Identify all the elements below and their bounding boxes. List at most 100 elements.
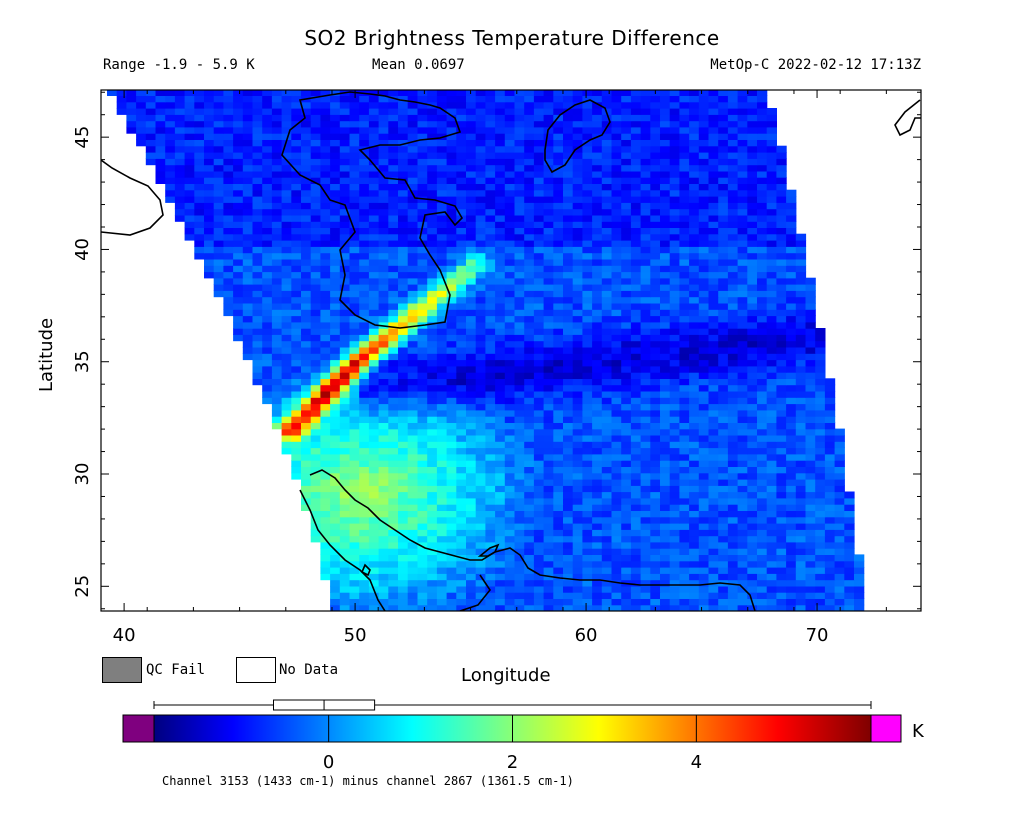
heatmap-cell — [727, 258, 739, 266]
heatmap-cell — [660, 485, 671, 493]
heatmap-cell — [592, 221, 603, 228]
heatmap-cell — [407, 158, 418, 166]
heatmap-cell — [553, 258, 564, 266]
heatmap-cell — [427, 403, 438, 411]
heatmap-cell — [727, 384, 739, 392]
heatmap-cell — [427, 353, 438, 361]
heatmap-cell — [436, 573, 448, 581]
heatmap-cell — [824, 390, 836, 398]
heatmap-cell — [592, 604, 603, 611]
heatmap-cell — [136, 139, 147, 147]
heatmap-cell — [252, 145, 263, 153]
heatmap-cell — [436, 428, 448, 436]
heatmap-cell — [330, 139, 341, 147]
heatmap-cell — [553, 302, 564, 310]
heatmap-cell — [727, 284, 739, 291]
heatmap-cell — [621, 346, 632, 354]
heatmap-cell — [368, 453, 380, 461]
heatmap-cell — [504, 258, 516, 266]
heatmap-cell — [601, 252, 613, 260]
heatmap-cell — [679, 403, 690, 411]
heatmap-cell — [242, 302, 254, 310]
heatmap-cell — [737, 441, 748, 449]
heatmap-cell — [466, 145, 477, 153]
heatmap-cell — [815, 567, 826, 574]
heatmap-cell — [786, 491, 797, 499]
heatmap-cell — [563, 233, 574, 241]
heatmap-cell — [349, 541, 360, 549]
heatmap-cell — [757, 598, 768, 606]
heatmap-cell — [592, 334, 603, 342]
heatmap-cell — [398, 422, 409, 430]
heatmap-cell — [650, 472, 661, 480]
heatmap-cell — [747, 359, 758, 367]
heatmap-cell — [718, 397, 729, 405]
heatmap-cell — [475, 120, 486, 128]
heatmap-cell — [155, 145, 166, 153]
heatmap-cell — [533, 554, 545, 562]
heatmap-cell — [543, 428, 554, 436]
heatmap-cell — [456, 353, 467, 361]
heatmap-cell — [359, 334, 370, 342]
heatmap-cell — [466, 95, 477, 103]
heatmap-cell — [553, 346, 564, 354]
heatmap-cell — [563, 177, 574, 184]
heatmap-cell — [504, 510, 516, 518]
heatmap-cell — [611, 353, 622, 361]
heatmap-cell — [427, 428, 438, 436]
heatmap-cell — [689, 403, 700, 411]
heatmap-cell — [718, 372, 729, 379]
heatmap-cell — [543, 240, 554, 247]
heatmap-cell — [378, 334, 389, 342]
heatmap-cell — [271, 409, 283, 417]
heatmap-cell — [339, 378, 351, 386]
heatmap-cell — [660, 177, 671, 184]
heatmap-cell — [592, 277, 603, 285]
heatmap-cell — [262, 196, 273, 203]
heatmap-cell — [417, 108, 428, 115]
heatmap-cell — [572, 321, 583, 329]
heatmap-cell — [339, 101, 351, 109]
heatmap-cell — [766, 152, 777, 159]
heatmap-cell — [262, 271, 273, 279]
heatmap-cell — [533, 353, 545, 361]
heatmap-cell — [815, 340, 826, 348]
heatmap-cell — [805, 372, 816, 379]
heatmap-cell — [145, 158, 157, 166]
heatmap-cell — [475, 246, 486, 254]
heatmap-cell — [650, 246, 661, 254]
heatmap-cell — [291, 196, 302, 203]
heatmap-cell — [592, 548, 603, 555]
heatmap-cell — [233, 284, 244, 291]
heatmap-cell — [446, 246, 457, 254]
heatmap-cell — [495, 447, 506, 455]
heatmap-cell — [504, 567, 516, 574]
heatmap-cell — [718, 434, 729, 442]
heatmap-cell — [592, 353, 603, 361]
heatmap-cell — [727, 365, 739, 373]
heatmap-cell — [757, 164, 768, 172]
heatmap-cell — [572, 340, 583, 348]
heatmap-cell — [757, 101, 768, 109]
heatmap-cell — [330, 302, 341, 310]
heatmap-cell — [301, 453, 312, 461]
heatmap-cell — [446, 340, 457, 348]
heatmap-cell — [417, 183, 428, 191]
heatmap-cell — [242, 271, 254, 279]
heatmap-cell — [563, 183, 574, 191]
heatmap-cell — [766, 598, 777, 606]
heatmap-cell — [349, 296, 360, 304]
heatmap-cell — [310, 428, 321, 436]
heatmap-cell — [582, 227, 593, 235]
heatmap-cell — [359, 567, 370, 574]
heatmap-cell — [291, 177, 302, 184]
heatmap-cell — [456, 258, 467, 266]
heatmap-cell — [727, 535, 739, 543]
heatmap-cell — [786, 504, 797, 511]
heatmap-cell — [485, 284, 496, 291]
heatmap-cell — [766, 170, 777, 178]
heatmap-cell — [330, 560, 341, 568]
heatmap-cell — [466, 403, 477, 411]
heatmap-cell — [368, 170, 380, 178]
heatmap-cell — [815, 422, 826, 430]
